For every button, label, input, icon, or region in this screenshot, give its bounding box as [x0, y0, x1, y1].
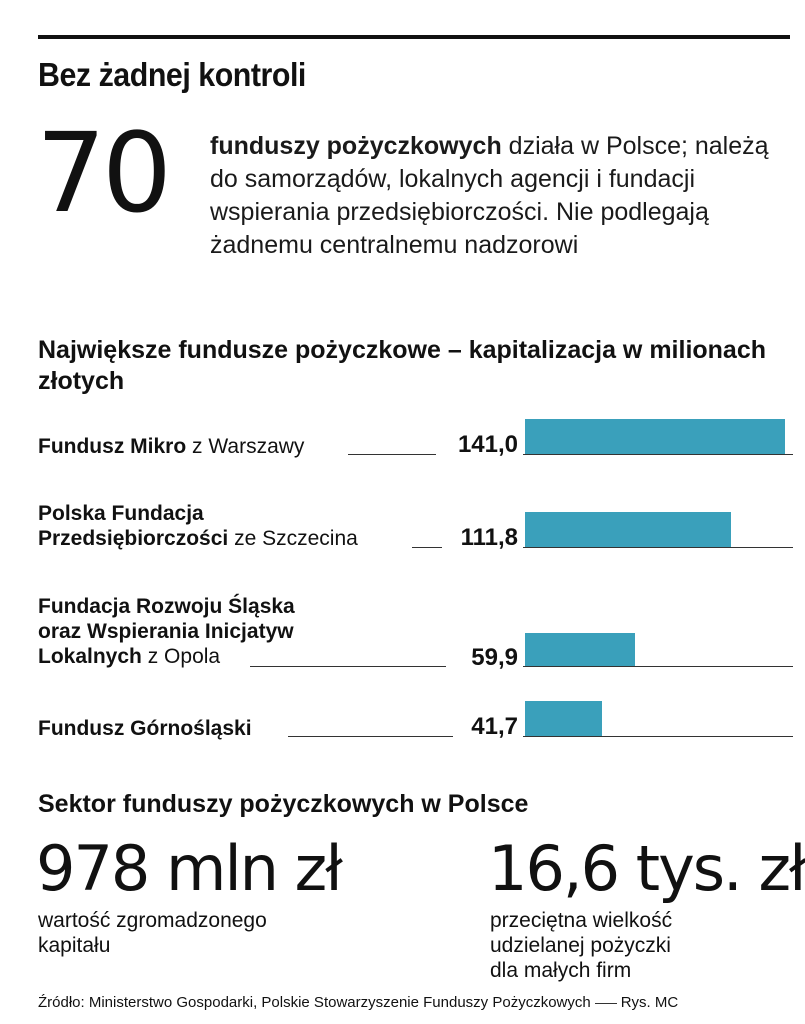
bar-label-4: Fundusz Górnośląski: [38, 716, 252, 741]
axis-line-1: [523, 454, 793, 455]
bar-label-2: Polska Fundacja Przedsiębiorczości ze Szc…: [38, 501, 358, 551]
bar-2: [525, 512, 732, 547]
value-label-1: 141,0: [457, 431, 518, 458]
leader-line-3: [250, 666, 446, 667]
stat-capital-desc-line2: kapitału: [38, 934, 111, 957]
value-label-3: 59,9: [471, 644, 518, 671]
stat-loan-desc-line1: przeciętna wielkość: [490, 909, 673, 932]
stat-loan-value: 16,6 tys. zł: [488, 832, 805, 905]
leader-line-1: [348, 454, 436, 455]
axis-line-2: [523, 547, 793, 548]
stat-capital-desc: wartość zgromadzonego kapitału: [38, 908, 267, 958]
bar-label-3-line2: oraz Wspierania Inicjatyw: [38, 620, 294, 643]
intro-number: 70: [36, 109, 172, 237]
bar-label-3-suffix: z Opola: [147, 645, 221, 668]
value-label-2: 111,8: [460, 524, 518, 551]
axis-line-4: [523, 736, 793, 737]
leader-line-4: [288, 736, 453, 737]
headline: Bez żadnej kontroli: [38, 56, 306, 93]
bar-label-1: Fundusz Mikro z Warszawy: [38, 434, 304, 459]
source-text: Źródło: Ministerstwo Gospodarki, Polskie…: [38, 994, 591, 1011]
sector-title: Sektor funduszy pożyczkowych w Polsce: [38, 790, 529, 818]
source-credit: Rys. MC: [620, 994, 679, 1011]
bar-label-1-suffix: z Warszawy: [192, 435, 305, 458]
bar-label-3-line1: Fundacja Rozwoju Śląska: [38, 595, 295, 618]
bar-label-2-line1: Polska Fundacja: [38, 502, 204, 525]
bar-label-2-line2: Przedsiębiorczości: [38, 527, 229, 550]
bar-row-4: Fundusz Górnośląski 41,7: [0, 698, 805, 743]
intro-bold: funduszy pożyczkowych: [210, 132, 502, 160]
stat-loan-desc-line2: udzielanej pożyczki: [490, 934, 671, 957]
source-note: Źródło: Ministerstwo Gospodarki, Polskie…: [38, 994, 798, 1012]
stat-loan-desc-line3: dla małych firm: [490, 959, 632, 982]
bar-row-3: Fundacja Rozwoju Śląska oraz Wspierania I…: [0, 593, 805, 673]
axis-line-3: [523, 666, 793, 667]
bar-label-4-name: Fundusz Górnośląski: [38, 717, 252, 740]
intro-rest: działa w Polsce; należą do samorządów, l…: [210, 132, 769, 259]
bar-label-3: Fundacja Rozwoju Śląska oraz Wspierania I…: [38, 594, 295, 669]
bar-4: [525, 701, 602, 736]
bar-1: [525, 419, 785, 454]
bar-label-1-name: Fundusz Mikro: [38, 435, 187, 458]
stat-capital-desc-line1: wartość zgromadzonego: [38, 909, 267, 932]
bar-3: [525, 633, 636, 666]
stat-loan-desc: przeciętna wielkość udzielanej pożyczki dl…: [490, 908, 672, 983]
bar-label-2-suffix: ze Szczecina: [234, 527, 358, 550]
bar-row-1: Fundusz Mikro z Warszawy 141,0: [0, 410, 805, 460]
chart-title: Największe fundusze pożyczkowe – kapital…: [38, 336, 767, 395]
intro-text: funduszy pożyczkowych działa w Polsce; n…: [210, 130, 780, 262]
bar-label-3-line3: Lokalnych: [38, 645, 142, 668]
leader-line-2: [412, 547, 442, 548]
bar-row-2: Polska Fundacja Przedsiębiorczości ze Szc…: [0, 497, 805, 557]
top-rule: [38, 35, 790, 39]
value-label-4: 41,7: [471, 713, 518, 740]
stat-capital-value: 978 mln zł: [36, 832, 343, 905]
source-dash: [594, 1002, 617, 1004]
